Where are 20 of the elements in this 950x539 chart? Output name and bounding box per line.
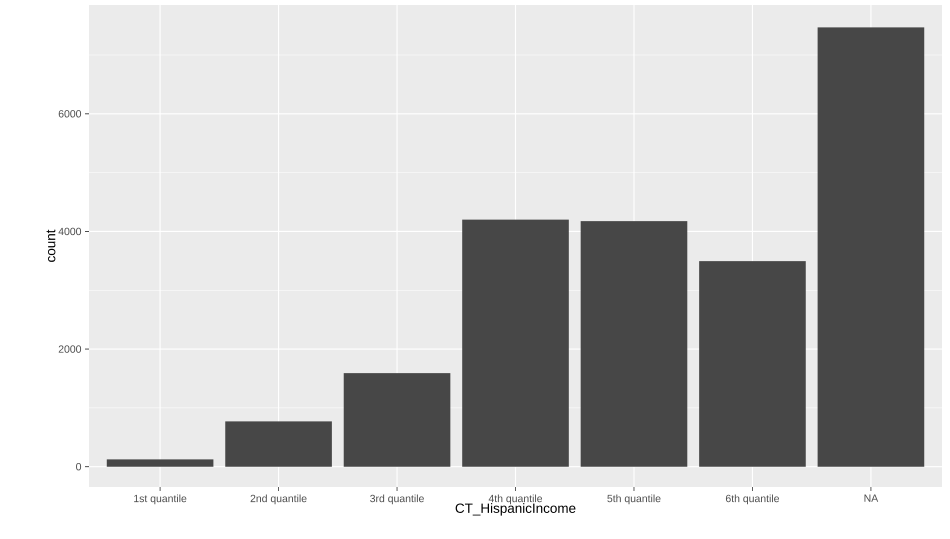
x-tick-label: 4th quantile bbox=[488, 494, 542, 504]
bar bbox=[462, 220, 569, 467]
y-tick-label: 0 bbox=[76, 462, 82, 470]
bar bbox=[699, 261, 806, 467]
x-tick-label: 2nd quantile bbox=[250, 494, 307, 504]
y-tick-label: 4000 bbox=[58, 228, 82, 236]
x-tick-label: 1st quantile bbox=[134, 494, 186, 504]
x-tick-label: NA bbox=[864, 494, 878, 502]
bar bbox=[225, 421, 332, 467]
bar bbox=[580, 221, 688, 467]
y-axis-title: count bbox=[46, 230, 56, 262]
bar bbox=[106, 459, 214, 467]
x-tick-label: 5th quantile bbox=[607, 494, 661, 504]
x-tick-label: 6th quantile bbox=[726, 494, 780, 504]
y-tick-label: 6000 bbox=[58, 110, 82, 118]
x-axis-title: CT_HispanicIncome bbox=[456, 503, 576, 516]
bar bbox=[344, 373, 450, 467]
y-tick-label: 2000 bbox=[58, 345, 82, 353]
bar bbox=[818, 27, 924, 467]
x-tick-label: 3rd quantile bbox=[370, 494, 424, 504]
